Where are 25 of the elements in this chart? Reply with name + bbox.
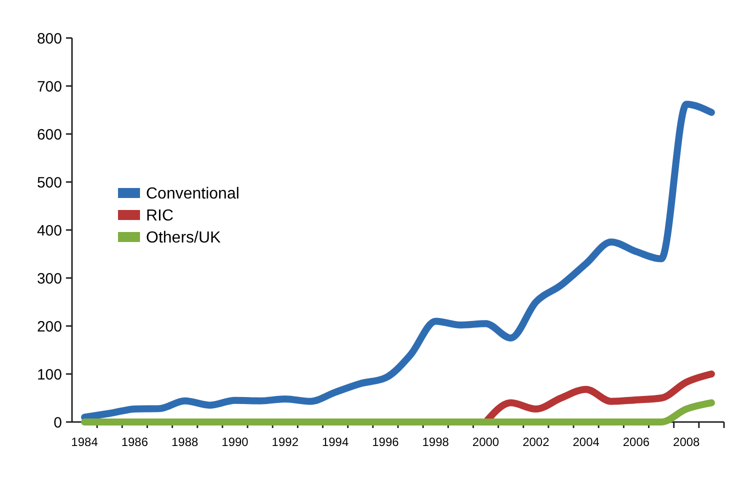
y-tick-label: 400 [36,222,62,240]
y-tick-label: 300 [36,270,62,288]
x-tick-label: 1992 [272,435,299,449]
x-tick-label: 1996 [372,435,400,449]
legend-label: RIC [146,208,174,225]
x-tick-label: 1984 [71,435,98,449]
y-tick-label: 600 [36,126,62,144]
x-tick-label: 2004 [572,435,600,449]
x-tick-label: 1988 [171,435,199,449]
y-tick-label: 700 [36,78,62,96]
x-tick-label: 1990 [222,435,249,449]
y-tick-label: 500 [36,174,62,192]
x-tick-label: 1998 [422,435,450,449]
x-tick-label: 1986 [121,435,148,449]
x-tick-label: 2000 [472,435,500,449]
x-tick-label: 2008 [673,435,700,449]
y-tick-label: 100 [36,366,62,384]
y-tick-label: 800 [36,30,62,48]
x-tick-label: 2002 [522,435,550,449]
y-tick-label: 0 [54,414,62,432]
legend-label: Others/UK [146,230,222,247]
x-tick-label: 1994 [322,435,349,449]
y-tick-label: 200 [36,318,62,336]
x-tick-label: 2006 [622,435,650,449]
legend-label: Conventional [146,186,240,203]
